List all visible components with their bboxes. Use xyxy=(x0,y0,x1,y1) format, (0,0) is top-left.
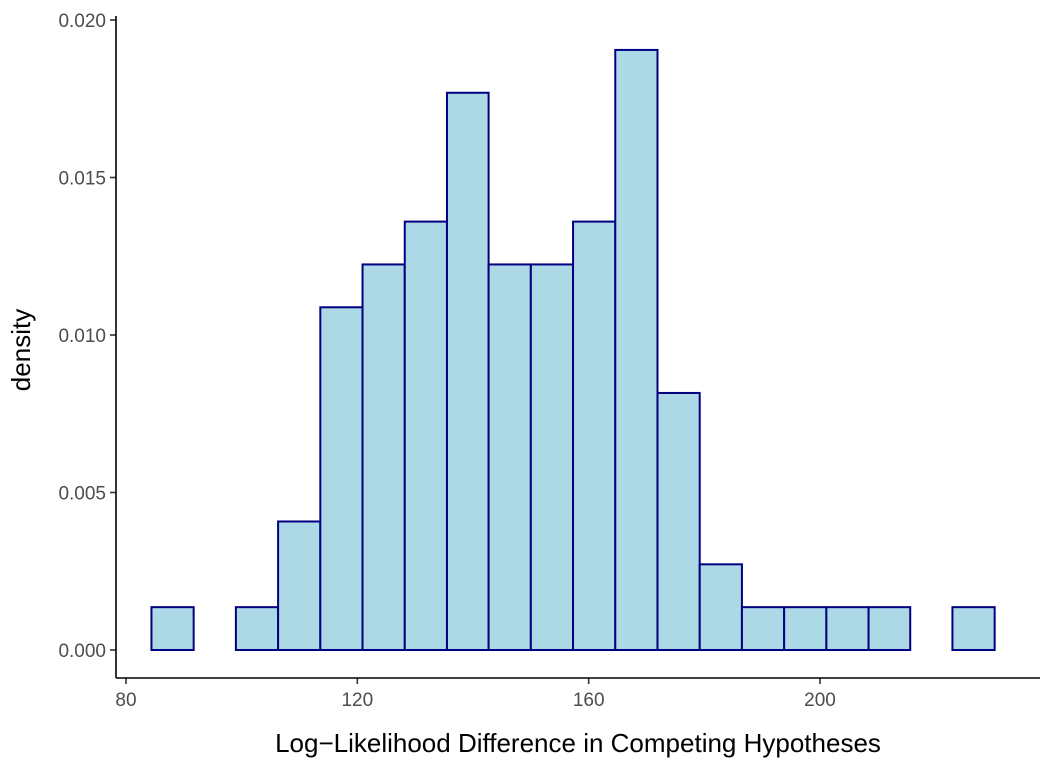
histogram-bar-17 xyxy=(825,606,870,651)
y-axis-title: density xyxy=(6,309,36,391)
histogram-bars xyxy=(150,48,996,652)
x-axis-title: Log−Likelihood Difference in Competing H… xyxy=(275,728,881,758)
histogram-bar-13 xyxy=(656,391,701,651)
histogram-bar-5 xyxy=(319,306,364,651)
histogram-bar-7 xyxy=(403,220,448,651)
histogram-bar-20 xyxy=(951,606,996,651)
histogram-bar-9 xyxy=(487,263,532,651)
x-axis-ticks: 80 120 160 200 xyxy=(115,678,836,711)
y-tick-label: 0.005 xyxy=(58,484,106,505)
y-tick-label: 0.015 xyxy=(58,169,106,190)
histogram-bar-6 xyxy=(361,263,406,651)
y-tick-label: 0.010 xyxy=(58,326,106,347)
histogram-bar-11 xyxy=(572,220,617,651)
y-tick-label: 0.020 xyxy=(58,11,106,32)
x-tick-label: 80 xyxy=(115,690,136,711)
histogram-bar-4 xyxy=(277,520,322,651)
histogram-bar-8 xyxy=(445,91,490,651)
histogram-bar-3 xyxy=(234,606,280,651)
x-tick-label: 200 xyxy=(804,690,836,711)
histogram-bar-14 xyxy=(698,563,743,652)
histogram-bar-10 xyxy=(529,263,575,651)
x-tick-label: 120 xyxy=(341,690,373,711)
histogram-bar-16 xyxy=(783,606,828,651)
histogram-bar-1 xyxy=(150,606,195,651)
y-axis-ticks: 0.000 0.005 0.010 0.015 0.020 xyxy=(58,11,116,662)
histogram-bar-15 xyxy=(740,606,786,651)
histogram-bar-18 xyxy=(867,606,912,651)
y-tick-label: 0.000 xyxy=(58,641,106,662)
histogram-bar-12 xyxy=(614,48,659,652)
x-tick-label: 160 xyxy=(573,690,605,711)
